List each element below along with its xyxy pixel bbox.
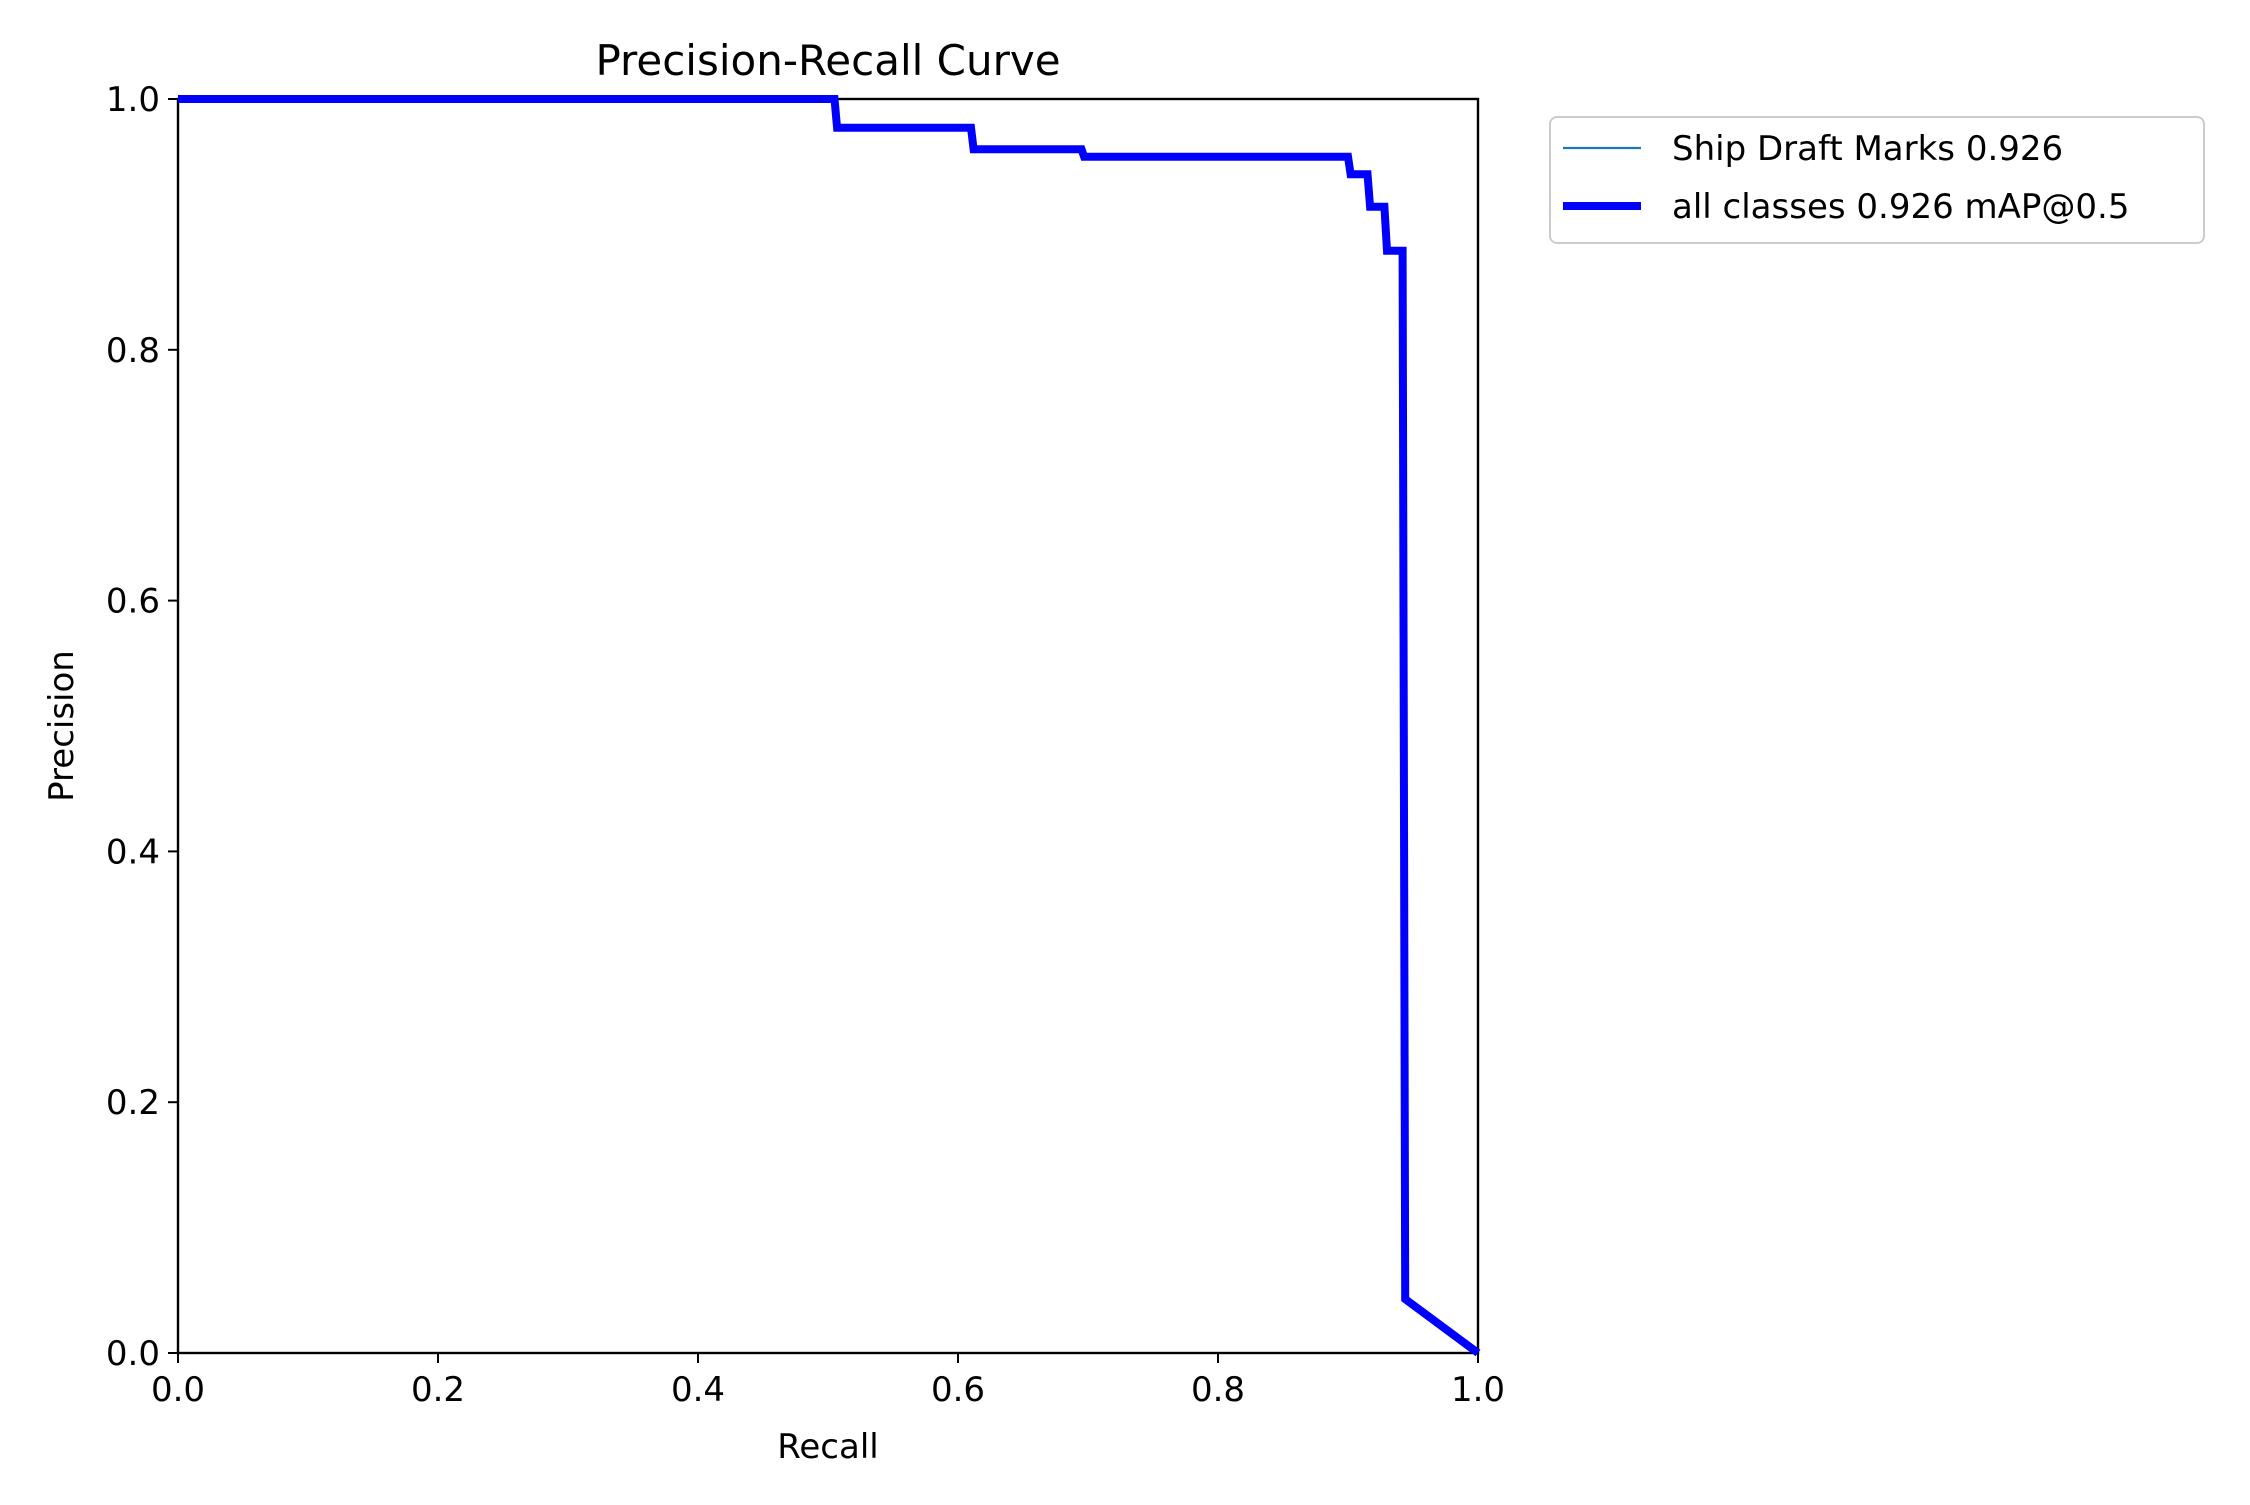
y-axis-label: Precision: [42, 650, 82, 802]
legend-label-all-classes: all classes 0.926 mAP@0.5: [1672, 187, 2129, 227]
chart-title: Precision-Recall Curve: [595, 36, 1060, 85]
series-line-all-classes: [178, 95, 1481, 1357]
x-tick-label: 1.0: [1451, 1370, 1505, 1410]
x-tick-label: 0.4: [671, 1370, 725, 1410]
y-axis: 0.0 0.2 0.4 0.6 0.8 1.0: [106, 80, 178, 1374]
legend: Ship Draft Marks 0.926 all classes 0.926…: [1549, 116, 2205, 244]
x-axis-label: Recall: [777, 1427, 878, 1467]
y-tick-label: 0.2: [106, 1083, 160, 1123]
y-tick-label: 0.0: [106, 1334, 160, 1374]
x-tick-label: 0.2: [411, 1370, 465, 1410]
x-tick-label: 0.0: [151, 1370, 205, 1410]
plot-area: [176, 97, 1480, 1355]
legend-box: [1549, 116, 2205, 244]
y-tick-label: 0.4: [106, 832, 160, 872]
x-tick-label: 0.8: [1191, 1370, 1245, 1410]
x-tick-label: 0.6: [931, 1370, 985, 1410]
y-tick-label: 0.8: [106, 331, 160, 371]
y-tick-label: 1.0: [106, 80, 160, 120]
x-axis: 0.0 0.2 0.4 0.6 0.8 1.0: [151, 1353, 1505, 1410]
legend-label-ship-draft-marks: Ship Draft Marks 0.926: [1672, 129, 2063, 169]
series-group: [178, 95, 1481, 1357]
y-tick-label: 0.6: [106, 582, 160, 622]
